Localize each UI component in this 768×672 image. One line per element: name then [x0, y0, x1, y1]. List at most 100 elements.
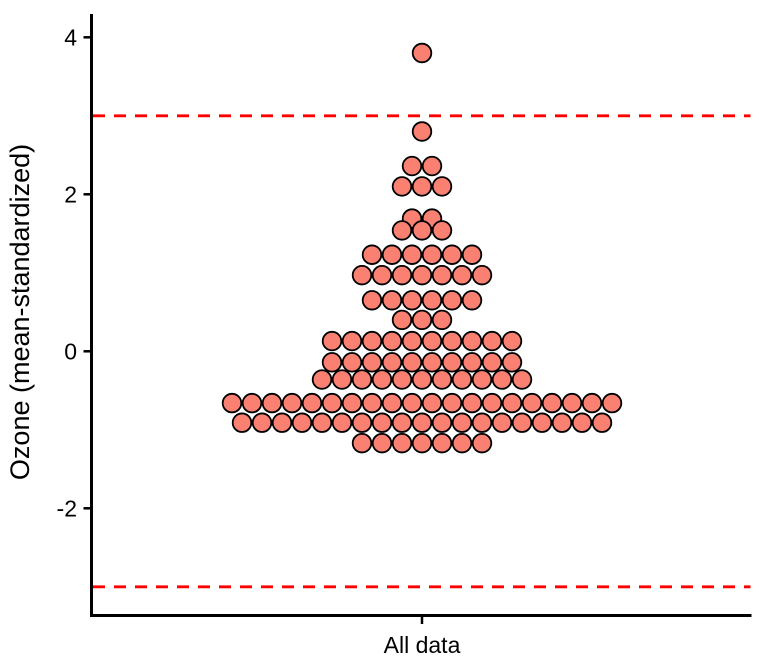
data-dot: [601, 392, 623, 414]
data-dot: [311, 369, 333, 390]
y-axis-ticks: 4 2 0 -2: [57, 24, 91, 521]
data-dot: [571, 412, 593, 433]
data-dot: [541, 392, 563, 414]
data-dot: [381, 392, 403, 414]
y-axis-title: Ozone (mean-standardized): [5, 144, 35, 480]
data-dot: [381, 290, 403, 311]
data-dot: [501, 392, 523, 414]
y-tick-label: 4: [64, 24, 77, 50]
data-dot: [431, 264, 453, 286]
data-dot: [221, 392, 243, 414]
data-dot: [461, 352, 483, 373]
data-dot: [421, 155, 443, 177]
data-dot: [421, 352, 443, 373]
data-dot: [391, 369, 413, 390]
data-dot: [411, 412, 433, 433]
data-dot: [411, 42, 433, 64]
data-dot: [251, 412, 273, 433]
data-dot: [441, 330, 463, 352]
data-dot: [241, 392, 263, 414]
data-dot: [501, 352, 523, 373]
data-dot: [321, 392, 343, 414]
x-category-label: All data: [384, 632, 461, 658]
data-dot: [411, 369, 433, 390]
data-dot: [441, 392, 463, 414]
data-dot: [431, 369, 453, 390]
data-dot: [371, 412, 393, 433]
data-dot: [471, 412, 493, 433]
data-dot: [431, 412, 453, 433]
data-dot: [371, 264, 393, 286]
y-tick-label: 0: [64, 338, 77, 364]
data-dot: [381, 244, 403, 265]
data-dot: [431, 220, 453, 241]
data-dot: [341, 392, 363, 414]
data-dot: [421, 392, 443, 414]
data-dot: [511, 369, 533, 390]
data-dot: [361, 330, 383, 352]
data-dot: [451, 264, 473, 286]
data-dot: [401, 155, 423, 177]
data-dot: [351, 412, 373, 433]
data-dot: [371, 369, 393, 390]
data-dot: [321, 330, 343, 352]
data-dot: [451, 369, 473, 390]
data-dot: [471, 264, 493, 286]
data-dot: [301, 392, 323, 414]
data-dot: [421, 290, 443, 311]
data-dot: [401, 290, 423, 311]
data-dot: [451, 412, 473, 433]
data-dot: [501, 330, 523, 352]
data-dot: [391, 412, 413, 433]
data-dot: [531, 412, 553, 433]
data-dot: [471, 432, 493, 454]
data-dot: [411, 264, 433, 286]
data-dot: [471, 369, 493, 390]
data-dot: [341, 330, 363, 352]
y-tick-label: -2: [57, 495, 77, 521]
data-dot: [361, 392, 383, 414]
data-dot: [461, 244, 483, 265]
data-dot: [411, 220, 433, 241]
data-dot: [391, 309, 413, 331]
data-dot: [421, 244, 443, 265]
data-dot: [371, 432, 393, 454]
data-dot: [521, 392, 543, 414]
data-dot: [391, 220, 413, 241]
data-dot: [361, 352, 383, 373]
data-dot: [441, 244, 463, 265]
data-dot: [431, 309, 453, 331]
data-dot: [421, 330, 443, 352]
data-dot: [411, 309, 433, 331]
data-dot: [391, 264, 413, 286]
data-dot: [411, 432, 433, 454]
data-dot: [491, 412, 513, 433]
data-dot: [361, 290, 383, 311]
data-dot: [351, 264, 373, 286]
data-dot: [461, 392, 483, 414]
data-dot: [441, 352, 463, 373]
data-dot: [351, 369, 373, 390]
data-dot: [491, 369, 513, 390]
data-dot: [401, 392, 423, 414]
data-dot: [291, 412, 313, 433]
data-dot: [321, 352, 343, 373]
data-dot: [401, 244, 423, 265]
data-dot: [351, 432, 373, 454]
dots-layer: [221, 42, 623, 454]
data-dot: [561, 392, 583, 414]
data-dot: [511, 412, 533, 433]
data-dot: [331, 412, 353, 433]
data-dot: [401, 352, 423, 373]
data-dot: [391, 176, 413, 197]
data-dot: [591, 412, 613, 433]
data-dot: [551, 412, 573, 433]
data-dot: [271, 412, 293, 433]
y-tick-label: 2: [64, 181, 77, 207]
data-dot: [401, 330, 423, 352]
data-dot: [481, 352, 503, 373]
data-dot: [411, 121, 433, 142]
data-dot: [581, 392, 603, 414]
